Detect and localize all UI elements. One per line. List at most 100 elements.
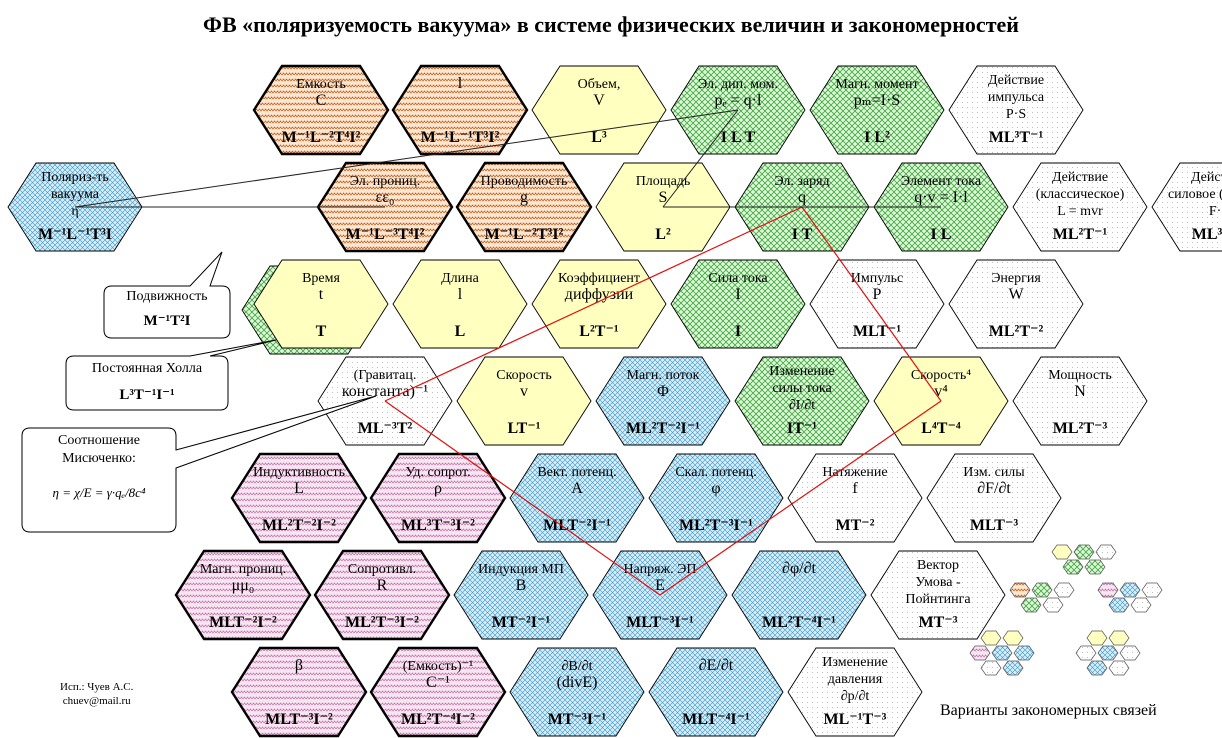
author-credit: Исп.: Чуев А.С. chuev@mail.ru xyxy=(60,680,133,709)
cell-label: F·S xyxy=(1209,204,1222,219)
cell-hex xyxy=(253,259,389,349)
variant-mini-hex xyxy=(1086,660,1108,676)
cell-label: f xyxy=(852,480,858,497)
cell-label: pₘ=I·S xyxy=(854,92,900,109)
cell-cap-l: l M⁻¹L⁻¹T³I² xyxy=(391,64,529,156)
cell-dimension: ML²T⁻²I⁻¹ xyxy=(626,420,700,437)
cell-label: Время xyxy=(302,271,340,286)
cell-label: Поляриз-ть xyxy=(41,170,109,185)
cell-label: ∂p/∂t xyxy=(841,689,870,704)
variant-mini-hex xyxy=(1119,645,1141,661)
cell-capacity-inv: (Емкость)⁻¹C⁻¹ ML²T⁻⁴I⁻² xyxy=(369,646,507,738)
callout-hall: Постоянная Холла L³T⁻¹I⁻¹ xyxy=(66,358,228,404)
callout-michuchenko-formula: η = χ/E = γ·qₑ/8c⁴ xyxy=(52,485,146,500)
cell-dimension: ML³T⁻³I⁻² xyxy=(401,517,475,534)
red-link-line xyxy=(659,400,942,596)
cell-dimension: ML²T⁻⁴I⁻¹ xyxy=(762,614,836,631)
cell-label: ∂I/∂t xyxy=(789,398,815,413)
cell-dimension: MLT⁻³I⁻² xyxy=(265,711,333,728)
cell-hex xyxy=(948,65,1084,155)
callout-michuchenko: Соотношение Мисюченко: η = χ/E = γ·qₑ/8c… xyxy=(22,432,176,501)
cell-current-change: Изменение силы тока ∂I/∂t IT⁻¹ xyxy=(734,356,870,446)
red-link-line xyxy=(384,400,661,596)
cell-hex xyxy=(731,550,867,640)
variant-mini-hex xyxy=(1053,582,1075,598)
cell-label: Пойнтинга xyxy=(905,592,971,607)
cell-dimension: MLT⁻³I⁻¹ xyxy=(626,614,694,631)
cell-label: Изменение xyxy=(822,655,887,670)
cell-dimension: M⁻¹L⁻³T⁴I² xyxy=(346,226,425,243)
cell-dimension: I L xyxy=(931,226,952,243)
cell-label: Импульс xyxy=(851,271,903,286)
cell-dphi-dt: ∂φ/∂t ML²T⁻⁴I⁻¹ xyxy=(731,550,867,640)
cell-dimension: ML²T⁻¹ xyxy=(1053,226,1108,243)
cell-label: A xyxy=(571,480,583,497)
cell-dimension: M⁻¹L⁻²T⁴I² xyxy=(282,129,361,146)
cell-label: вакуума xyxy=(51,187,100,202)
cell-hex xyxy=(391,64,529,156)
cell-label: ∂φ/∂t xyxy=(782,560,816,577)
cell-dimension: MT⁻³I⁻¹ xyxy=(548,711,607,728)
cell-label: Действие xyxy=(988,73,1044,88)
cell-label: N xyxy=(1074,383,1086,400)
cell-hex xyxy=(252,64,390,156)
cell-label: Скорость xyxy=(496,368,552,383)
cell-label: давления xyxy=(828,672,883,687)
cell-dimension: ML²T⁻³I⁻¹ xyxy=(679,517,753,534)
variant-mini-hex xyxy=(1086,630,1108,646)
cell-resistivity: Уд. сопрот.ρ ML³T⁻³I⁻² xyxy=(369,452,507,544)
black-link-line xyxy=(662,109,739,208)
variant-mini-hex xyxy=(1051,544,1073,560)
cell-label: Скал. потенц. xyxy=(675,465,756,480)
cell-dimension: ML⁻³T² xyxy=(358,420,413,437)
cell-label: Магн. момент xyxy=(835,77,918,92)
variant-mini-hex xyxy=(980,660,1002,676)
cell-hex xyxy=(455,161,593,253)
cell-dimension: MLT⁻⁴I⁻¹ xyxy=(682,711,750,728)
cell-label: Длина xyxy=(441,271,480,286)
cell-label: ρ xyxy=(434,480,442,497)
cell-label: Изменение xyxy=(769,364,834,379)
cell-label: Мощность xyxy=(1048,368,1111,383)
cell-label: Эл. прониц. xyxy=(350,174,421,189)
cell-dimension: T xyxy=(316,323,327,340)
cell-action-classic: Действие (классическое) L = mvr ML²T⁻¹ xyxy=(1012,162,1148,252)
cell-dimension: MLT⁻¹ xyxy=(853,323,901,340)
cell-dimension: M⁻¹L⁻²T³I² xyxy=(485,226,564,243)
variant-mini-hex xyxy=(1073,544,1095,560)
variant-mini-hex xyxy=(1009,582,1031,598)
cell-hex xyxy=(313,549,451,641)
variant-mini-hex xyxy=(1097,645,1119,661)
variant-mini-hex xyxy=(980,630,1002,646)
cell-label: ∂B/∂t xyxy=(562,659,593,674)
cell-action-force: Действие силовое (потенц) F·S ML³T⁻² xyxy=(1151,162,1222,252)
cell-label: (классическое) xyxy=(1036,187,1125,202)
variant-mini-hex xyxy=(1108,660,1130,676)
cell-label: Φ xyxy=(657,383,669,400)
cell-dimension: I L T xyxy=(721,129,756,146)
variant-mini-hex xyxy=(991,645,1013,661)
cell-label: (divE) xyxy=(557,674,598,691)
cell-hex xyxy=(809,65,945,155)
variant-mini-hex xyxy=(1002,630,1024,646)
cell-label: Емкость xyxy=(296,77,346,92)
cell-label: ∂E/∂t xyxy=(699,657,734,674)
cell-label: q xyxy=(798,189,806,206)
cell-hex xyxy=(1012,356,1148,446)
cell-dimension: M⁻¹L⁻¹T³I xyxy=(38,226,112,243)
cell-label: Магн. прониц. xyxy=(200,562,286,577)
cell-hex xyxy=(509,453,645,543)
variant-mini-hex xyxy=(1130,597,1152,613)
cell-label: μμ₀ xyxy=(232,577,255,594)
cell-label: Эл. дип. мом. xyxy=(698,77,778,92)
cell-label: Объем, xyxy=(578,77,621,92)
cell-label: S xyxy=(659,189,668,206)
cell-label: C xyxy=(316,92,327,109)
cell-hex xyxy=(174,549,312,641)
cell-dimension: M⁻¹L⁻¹T³I² xyxy=(421,129,500,146)
cell-hex xyxy=(787,647,923,737)
cell-label: константа)⁻¹ xyxy=(342,383,429,400)
